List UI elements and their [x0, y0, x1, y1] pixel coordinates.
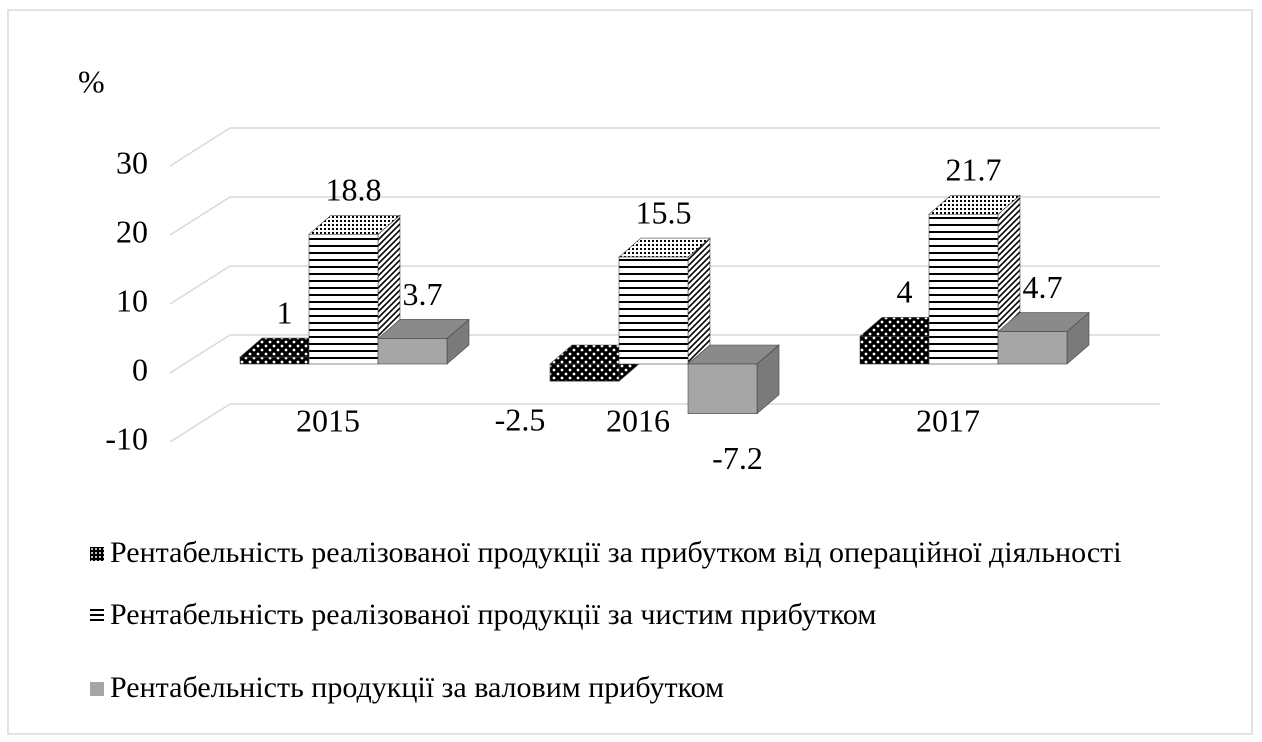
bar — [549, 363, 620, 382]
bar — [997, 331, 1068, 365]
bar — [239, 356, 310, 365]
data-label: 15.5 — [636, 194, 692, 230]
data-label: -2.5 — [495, 402, 546, 438]
legend-item: Рентабельність продукції за валовим приб… — [90, 673, 1180, 703]
chart-border — [7, 9, 1253, 735]
legend-item: Рентабельність реалізованої продукції за… — [90, 538, 1180, 568]
legend-label: Рентабельність реалізованої продукції за… — [110, 598, 877, 631]
legend-swatch — [90, 682, 104, 696]
data-label: 18.8 — [326, 172, 382, 208]
bar — [687, 363, 758, 414]
x-tick-label: 2016 — [606, 402, 670, 438]
y-tick-label: 0 — [132, 351, 148, 387]
x-tick-label: 2015 — [296, 402, 360, 438]
data-label: 3.7 — [403, 276, 443, 312]
data-label: 4.7 — [1023, 269, 1063, 305]
bar — [859, 336, 930, 365]
grid-line — [169, 127, 231, 167]
legend-swatch — [90, 547, 104, 561]
legend-label: Рентабельність продукції за валовим приб… — [110, 671, 725, 704]
data-label: 4 — [897, 274, 913, 310]
data-label: 21.7 — [946, 152, 1002, 188]
data-label: -7.2 — [712, 440, 763, 476]
y-tick-label: 30 — [116, 144, 148, 180]
bar-side — [687, 237, 711, 365]
grid-line — [169, 403, 231, 443]
grid-line — [169, 196, 231, 236]
grid-line — [169, 265, 231, 305]
data-label: 1 — [277, 294, 293, 330]
legend-swatch — [90, 609, 104, 623]
legend-label: Рентабельність реалізованої продукції за… — [110, 536, 1122, 569]
y-tick-label: 10 — [116, 282, 148, 318]
bar — [308, 233, 379, 365]
legend-item: Рентабельність реалізованої продукції за… — [90, 600, 1180, 630]
y-tick-label: 20 — [116, 213, 148, 249]
bar — [618, 256, 689, 365]
bar — [377, 338, 448, 365]
x-tick-label: 2017 — [916, 402, 980, 438]
bar — [928, 213, 999, 365]
y-axis-label: % — [78, 63, 105, 99]
grid-line — [169, 334, 231, 374]
y-tick-label: -10 — [105, 420, 148, 456]
